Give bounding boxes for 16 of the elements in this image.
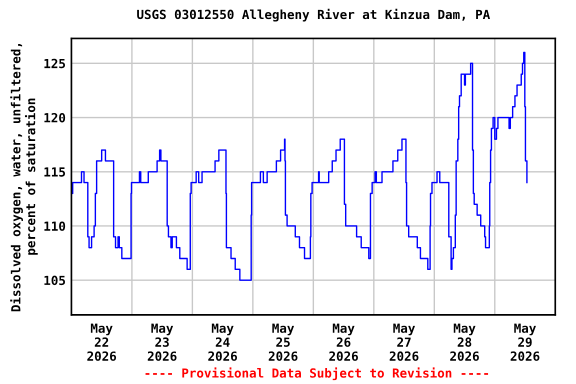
x-tick-label: May 29 2026 bbox=[510, 324, 540, 361]
x-tick-label: May 26 2026 bbox=[329, 324, 358, 361]
y-tick-label: 125 bbox=[44, 58, 66, 68]
y-tick-label: 110 bbox=[44, 221, 66, 231]
y-tick-label: 115 bbox=[44, 167, 66, 177]
x-tick-label: May 22 2026 bbox=[87, 324, 116, 361]
x-tick-label: May 27 2026 bbox=[390, 324, 418, 361]
y-tick-label: 105 bbox=[44, 276, 66, 286]
x-tick-label: May 24 2026 bbox=[208, 324, 237, 361]
x-tick-label: May 23 2026 bbox=[148, 324, 177, 361]
y-tick-label: 120 bbox=[44, 113, 66, 122]
x-tick-label: May 25 2026 bbox=[268, 324, 298, 361]
chart-title: USGS 03012550 Allegheny River at Kinzua Dam, PA bbox=[137, 8, 490, 22]
y-axis-title: Dissolved oxygen, water, unfiltered, percent of saturation bbox=[10, 44, 38, 312]
x-tick-label: May 28 2026 bbox=[450, 324, 479, 361]
text: ---- Provisional Data Subject to Revision ---- bbox=[146, 367, 488, 380]
